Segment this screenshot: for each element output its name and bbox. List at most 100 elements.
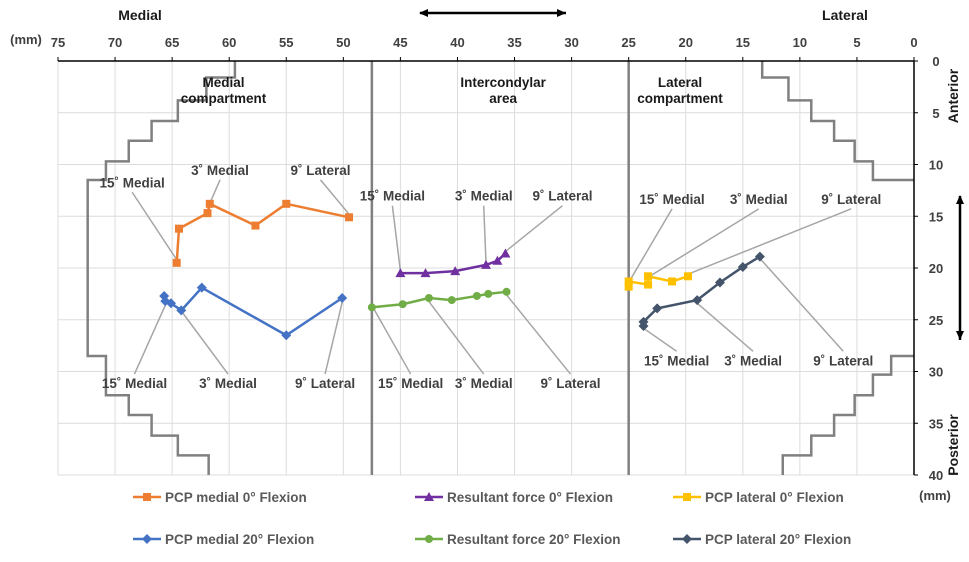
annotation-label: 15˚ Medial: [102, 376, 167, 391]
data-point: [398, 300, 407, 309]
series-line: [175, 202, 350, 263]
annotation-label: 9˚ Lateral: [290, 163, 350, 178]
series-3: [159, 282, 348, 341]
x-tick-label: 0: [910, 35, 917, 50]
data-point: [251, 221, 260, 230]
data-point: [502, 287, 511, 296]
annotation-label: 15˚ Medial: [378, 376, 443, 391]
data-point: [472, 291, 481, 300]
y-label-posterior: Posterior: [945, 414, 961, 476]
legend-item: PCP medial 0° Flexion: [133, 490, 307, 505]
legend-marker: [425, 535, 433, 543]
x-tick-label: 20: [678, 35, 692, 50]
zone-label: area: [489, 91, 517, 106]
data-point: [424, 294, 433, 303]
data-point: [737, 261, 748, 272]
data-point: [624, 277, 633, 286]
data-point: [196, 282, 207, 293]
zone-labels: MedialcompartmentIntercondylarareaLatera…: [181, 75, 724, 106]
annotation-leader: [482, 205, 487, 263]
series-4: [367, 287, 511, 312]
annotations: 15˚ Medial 3˚ Medial 9˚ Lateral 15˚ Medial 3…: [100, 163, 882, 391]
annotation-label: 3˚ Medial: [191, 163, 249, 178]
data-point: [420, 268, 431, 278]
x-tick-label: 40: [450, 35, 464, 50]
series-2: [624, 272, 693, 291]
y-tick-label: 10: [929, 158, 943, 173]
y-tick-label: 5: [932, 106, 939, 121]
series-5: [638, 251, 765, 331]
x-unit-label: (mm): [10, 32, 42, 47]
tibia-outline-lateral-posterior: [781, 354, 914, 475]
annotation-leader: [181, 312, 229, 375]
annotation-label: 9˚ Lateral: [813, 353, 873, 368]
data-point: [447, 296, 456, 305]
data-point: [500, 248, 511, 258]
data-point: [492, 255, 503, 265]
x-tick-label: 10: [793, 35, 807, 50]
annotation-label: 15˚ Medial: [100, 175, 165, 190]
x-tick-label: 15: [736, 35, 750, 50]
annotation-leader: [644, 328, 678, 352]
legend-label: PCP lateral 0° Flexion: [705, 490, 844, 505]
legend-marker: [424, 492, 434, 501]
annotation-leader: [647, 208, 760, 278]
annotation-leader: [760, 259, 844, 352]
annotation-leader: [373, 309, 412, 375]
data-point: [367, 303, 376, 312]
y-tick-label: 25: [929, 313, 943, 328]
data-point: [345, 213, 354, 222]
y-tick-label: 0: [932, 54, 939, 69]
x-tick-label: 45: [393, 35, 407, 50]
y-tick-label: 30: [929, 365, 943, 380]
data-point: [337, 293, 348, 304]
legend-item: Resultant force 20° Flexion: [415, 532, 620, 547]
annotation-label: 9˚ Lateral: [295, 376, 355, 391]
legend-marker: [142, 534, 152, 544]
annotation-label: 3˚ Medial: [199, 376, 257, 391]
x-tick-label: 30: [564, 35, 578, 50]
data-point: [692, 295, 703, 306]
data-point: [172, 258, 181, 267]
tibia-outline-medial: [86, 61, 237, 475]
x-tick-label: 60: [222, 35, 236, 50]
annotation-label: 15˚ Medial: [360, 189, 425, 204]
legend-marker: [682, 534, 692, 544]
legend-item: Resultant force 0° Flexion: [415, 490, 613, 505]
legend-label: PCP lateral 20° Flexion: [705, 532, 851, 547]
data-point: [481, 259, 491, 269]
data-point: [652, 303, 663, 314]
data-point: [484, 289, 493, 298]
legend-marker: [683, 493, 691, 501]
legend: PCP medial 0° Flexion Resultant force 0° …: [133, 490, 851, 547]
annotation-label: 9˚ Lateral: [532, 189, 592, 204]
series-line: [162, 286, 343, 337]
annotation-label: 9˚ Lateral: [821, 192, 881, 207]
axes: 75 70 65 60 55 50 45 40 35 30 25 20 15 10 5 00510152025…: [51, 35, 943, 483]
legend-item: PCP medial 20° Flexion: [133, 532, 314, 547]
data-point: [644, 272, 653, 281]
data-point: [450, 266, 461, 276]
annotation-leader: [503, 205, 563, 254]
tibia-outline-lateral-anterior: [760, 61, 914, 182]
header-lateral: Lateral: [822, 7, 868, 23]
zone-label: Lateral: [658, 75, 702, 90]
annotation-label: 3˚ Medial: [455, 376, 513, 391]
y-tick-label: 20: [929, 261, 943, 276]
series-line: [627, 274, 689, 287]
data-point: [282, 199, 291, 208]
annotation-label: 3˚ Medial: [724, 353, 782, 368]
annotation-leader: [391, 205, 402, 272]
legend-label: Resultant force 20° Flexion: [447, 532, 620, 547]
data-point: [281, 330, 292, 341]
data-point: [684, 272, 693, 281]
y-tick-label: 15: [929, 209, 943, 224]
data-point: [205, 199, 214, 208]
legend-label: Resultant force 0° Flexion: [447, 490, 613, 505]
annotation-leader: [319, 179, 350, 215]
annotation-leader: [696, 302, 754, 352]
data-point: [176, 305, 187, 316]
annotation-leader: [427, 299, 485, 375]
annotation-label: 3˚ Medial: [730, 192, 788, 207]
